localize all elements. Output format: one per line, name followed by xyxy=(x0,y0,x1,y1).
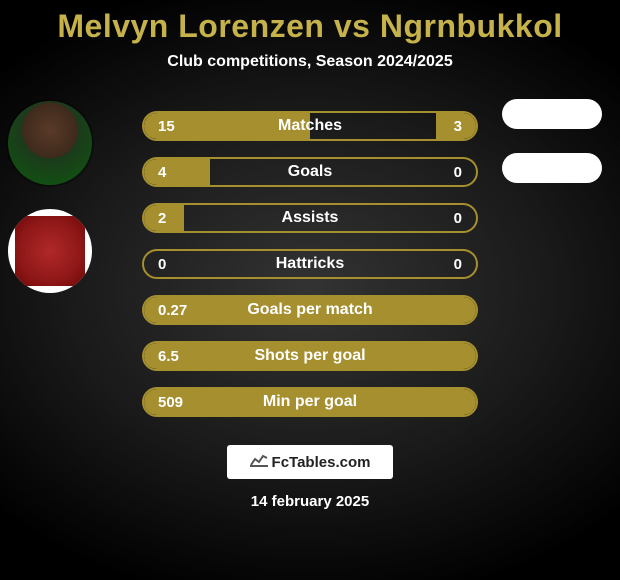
player1-club-badge xyxy=(8,209,92,293)
stat-row: 509Min per goal xyxy=(142,387,478,417)
player1-photo-placeholder xyxy=(8,101,92,185)
stat-label: Goals xyxy=(144,163,476,181)
stat-row: 6.5Shots per goal xyxy=(142,341,478,371)
player1-club-badge-placeholder xyxy=(15,216,85,286)
stat-label: Assists xyxy=(144,209,476,227)
stat-value-right: 0 xyxy=(454,164,462,181)
player2-club-placeholder xyxy=(502,153,602,183)
stat-bars-container: 15Matches34Goals02Assists00Hattricks00.2… xyxy=(142,111,478,417)
comparison-title: Melvyn Lorenzen vs Ngrnbukkol xyxy=(57,8,562,45)
stat-value-right: 0 xyxy=(454,210,462,227)
stat-label: Hattricks xyxy=(144,255,476,273)
brand-text: FcTables.com xyxy=(272,454,371,471)
stat-row: 4Goals0 xyxy=(142,157,478,187)
player2-photo-placeholder xyxy=(502,99,602,129)
stat-label: Goals per match xyxy=(144,301,476,319)
main-area: 15Matches34Goals02Assists00Hattricks00.2… xyxy=(0,111,620,417)
brand-chart-icon xyxy=(250,453,268,472)
player1-badges xyxy=(8,101,92,293)
player2-badges xyxy=(502,99,602,207)
stat-row: 0.27Goals per match xyxy=(142,295,478,325)
player1-photo xyxy=(8,101,92,185)
stat-label: Min per goal xyxy=(144,393,476,411)
stat-value-right: 0 xyxy=(454,256,462,273)
content-wrapper: Melvyn Lorenzen vs Ngrnbukkol Club compe… xyxy=(0,0,620,580)
stat-value-right: 3 xyxy=(454,118,462,135)
stat-label: Matches xyxy=(144,117,476,135)
stat-row: 0Hattricks0 xyxy=(142,249,478,279)
stat-row: 15Matches3 xyxy=(142,111,478,141)
brand-badge: FcTables.com xyxy=(227,445,393,479)
footer-date: 14 february 2025 xyxy=(251,493,369,510)
stat-row: 2Assists0 xyxy=(142,203,478,233)
comparison-subtitle: Club competitions, Season 2024/2025 xyxy=(167,53,452,71)
stat-label: Shots per goal xyxy=(144,347,476,365)
